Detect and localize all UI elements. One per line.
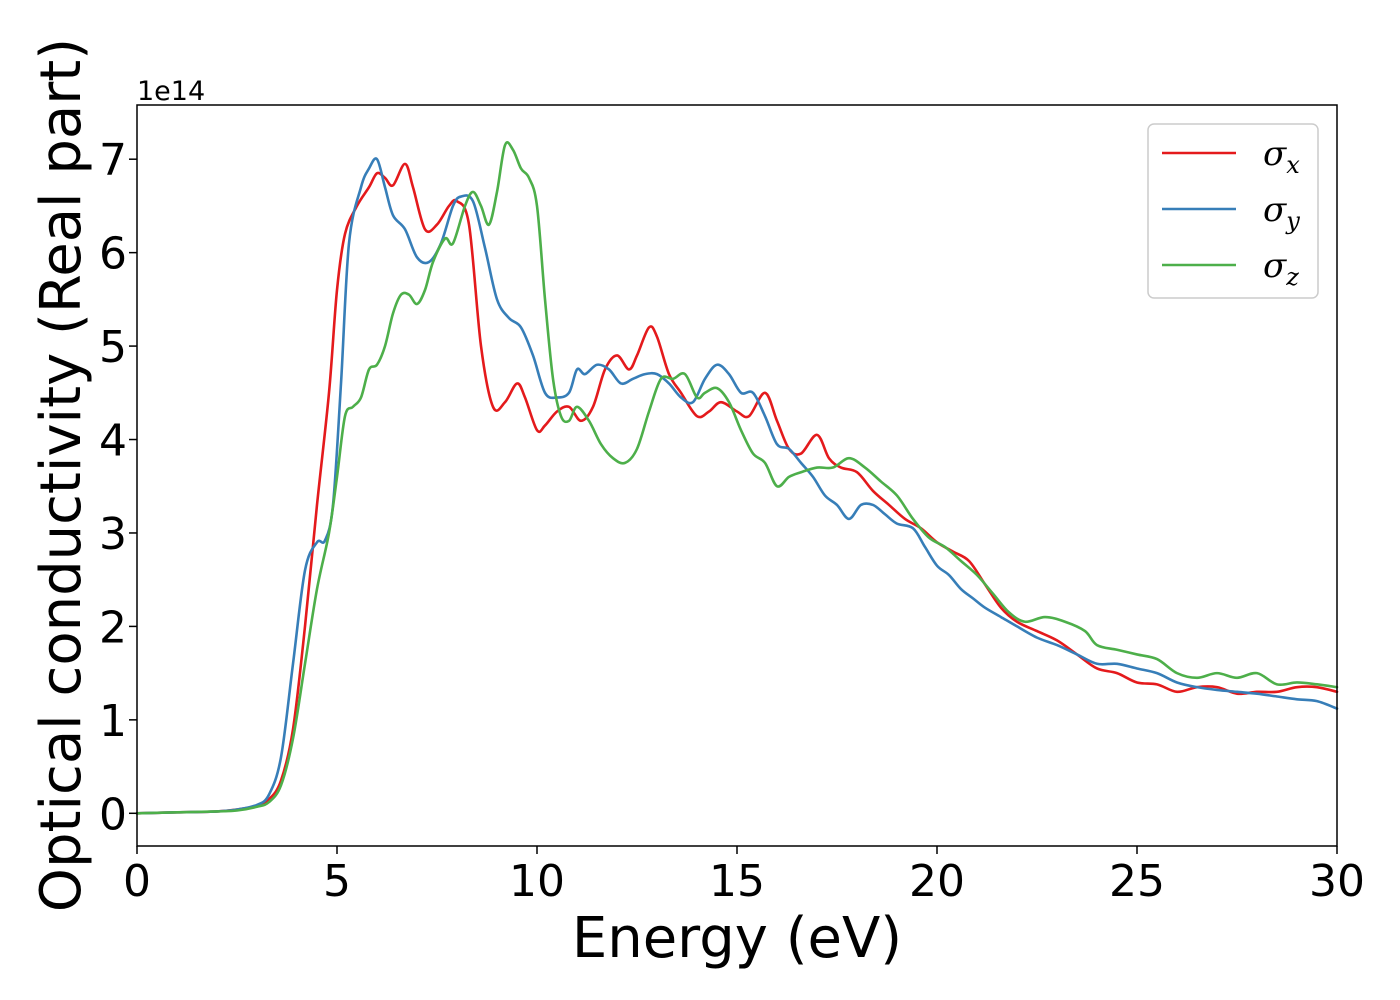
legend-label-z: σz [1263,246,1299,291]
y-tick-label: 6 [99,229,127,280]
y-tick-label: 2 [99,602,127,653]
x-axis-label: Energy (eV) [572,906,902,971]
y-axis: 0 1 2 3 4 5 6 7 [99,135,137,840]
y-axis-label: Optical conductivity (Real part) [29,38,94,912]
x-tick-label: 20 [909,856,965,907]
legend-box [1147,123,1319,299]
y-tick-label: 4 [99,416,127,467]
y-tick-label: 7 [99,135,127,186]
x-tick-label: 10 [509,856,565,907]
y-offset-label: 1e14 [137,76,205,107]
series-layer [135,141,1339,815]
y-tick-label: 5 [99,322,127,373]
x-tick-label: 15 [709,856,765,907]
y-tick-label: 0 [99,789,127,840]
x-axis: 0 5 10 15 20 25 30 [123,846,1365,907]
legend-label-x: σx [1263,134,1300,179]
y-tick-label: 1 [99,696,127,747]
series-line-y [135,157,1339,815]
series-line-z [135,141,1339,815]
x-tick-label: 30 [1309,856,1365,907]
x-tick-label: 25 [1109,856,1165,907]
x-tick-label: 0 [123,856,151,907]
legend-label-y: σy [1263,190,1300,235]
y-tick-label: 3 [99,509,127,560]
legend: σx σy σz [1147,123,1319,299]
x-tick-label: 5 [323,856,351,907]
